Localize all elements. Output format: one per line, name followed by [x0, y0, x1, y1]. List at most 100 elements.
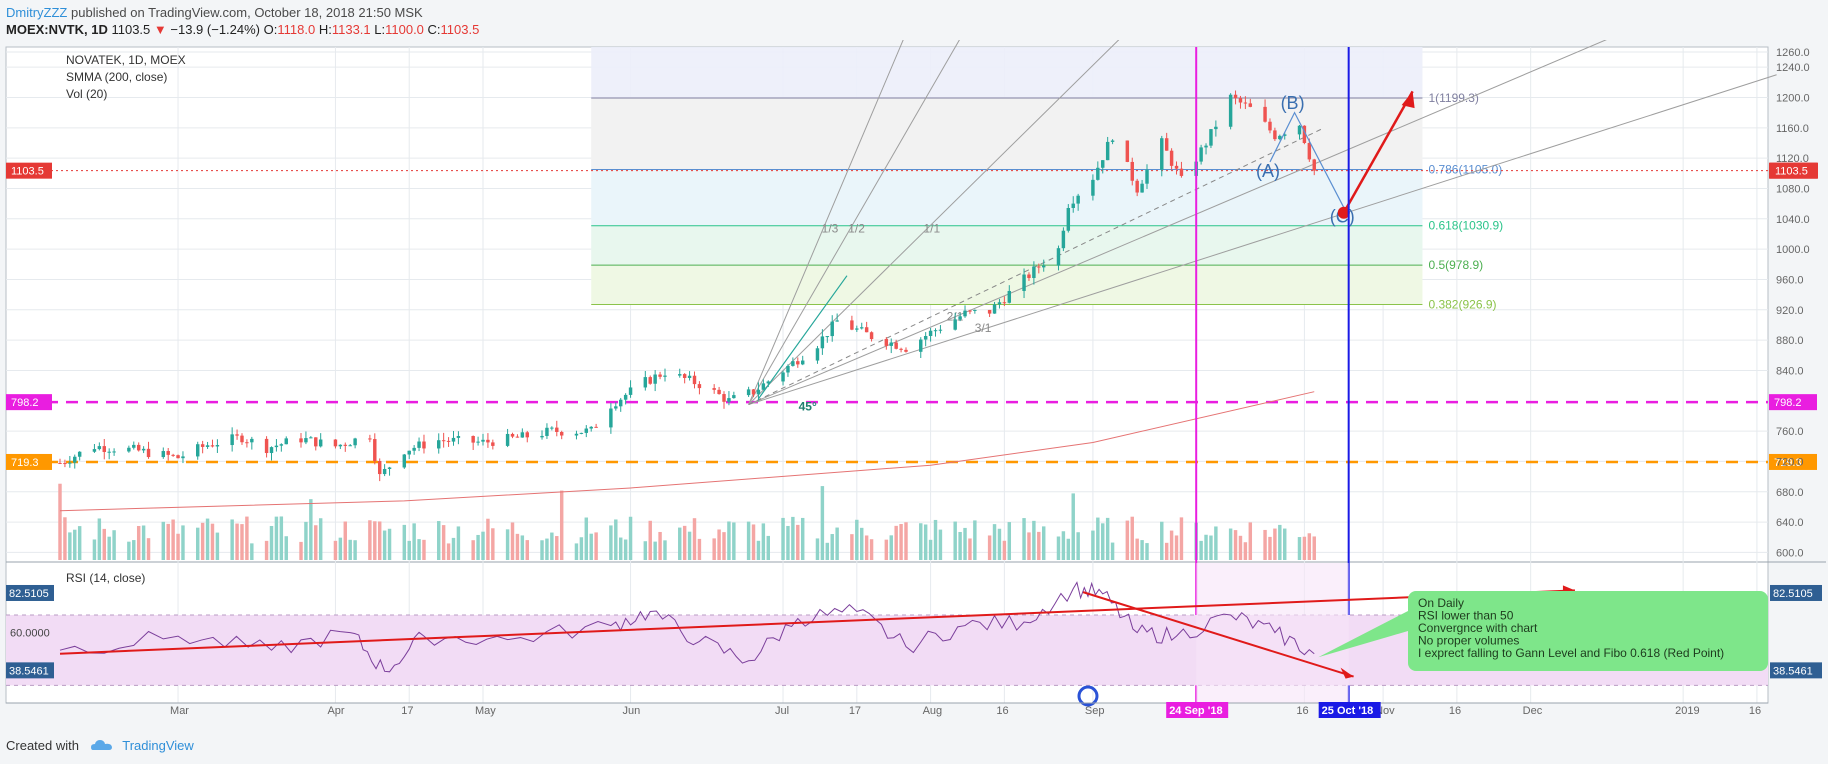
candle-body [269, 447, 274, 454]
volume-bar [1199, 540, 1203, 560]
volume-bar [353, 540, 357, 560]
price-chart[interactable]: 1(1199.3) 0.786(1105.0) 0.618(1030.9) 0.5(9… [0, 40, 1828, 740]
candle-body [314, 437, 318, 447]
volume-bar [884, 539, 889, 560]
candle-body [176, 455, 180, 459]
volume-bar [102, 528, 106, 560]
legend-smma: SMMA (200, close) [66, 70, 167, 84]
volume-bar [136, 525, 141, 560]
price-tick-label: 1160.0 [1776, 123, 1809, 135]
price-tick-label: 1080.0 [1776, 183, 1810, 195]
volume-bar [1071, 493, 1075, 560]
candle-body [215, 445, 220, 447]
legend-volume: Vol (20) [66, 87, 107, 101]
candle-body [387, 467, 392, 469]
candle-body [869, 332, 874, 340]
note-box [1408, 591, 1768, 671]
fib-zone-top [591, 47, 1423, 99]
price-tick-label: 1120.0 [1776, 153, 1809, 165]
candle-body [195, 444, 200, 457]
open-value: 1118.0 [277, 22, 316, 37]
volume-bar [830, 534, 834, 560]
price-tick-label: 960.0 [1776, 274, 1804, 286]
candle-body [1135, 180, 1139, 193]
candle-body [368, 438, 372, 440]
volume-bar [1238, 535, 1243, 560]
rsi-tag-left [6, 584, 54, 601]
candle-body [800, 360, 805, 365]
volume-bar [141, 525, 146, 560]
volume-bar [756, 540, 761, 560]
price-tick-label: 600.0 [1776, 547, 1804, 559]
level-tag-left-text: 1103.5 [11, 166, 44, 178]
candle-body [166, 451, 170, 455]
candle-body [1228, 94, 1233, 127]
candle-body [382, 468, 387, 475]
volume-bar [987, 535, 992, 560]
volume-bar [594, 532, 598, 560]
volume-bar [928, 539, 933, 560]
candle-body [1076, 195, 1080, 204]
candle-body [441, 440, 446, 442]
volume-bar [963, 527, 967, 560]
volume-bar [1101, 523, 1105, 560]
candle-body [722, 394, 726, 402]
volume-bar [318, 518, 323, 560]
price-tick-label: 640.0 [1776, 517, 1804, 529]
volume-bar [205, 518, 210, 560]
volume-bar [1297, 537, 1302, 560]
volume-bar [712, 538, 716, 560]
wave-path [1269, 111, 1345, 208]
gann-fan-label: 1/1 [923, 221, 940, 235]
volume-bar [850, 534, 854, 560]
volume-bar [545, 538, 549, 560]
volume-bar [628, 516, 633, 560]
candle-body [1243, 102, 1248, 104]
price-change: −13.9 (−1.24%) [170, 22, 261, 37]
volume-bar [451, 537, 456, 560]
candle-body [505, 433, 510, 446]
candle-body [353, 438, 357, 446]
price-tick-label: 1260.0 [1776, 47, 1810, 59]
candle-body [200, 444, 205, 447]
volume-bar [825, 542, 830, 560]
candle-body [850, 320, 854, 330]
rsi-divergence-line [1082, 591, 1354, 678]
note-pointer [1318, 611, 1408, 658]
volume-bar [387, 528, 392, 560]
candle-body [973, 309, 977, 311]
volume-bar [997, 528, 1002, 560]
candle-body [240, 435, 244, 443]
volume-bar [127, 541, 131, 560]
volume-bar [761, 523, 766, 560]
candle-body [727, 398, 731, 402]
candle-body [274, 445, 279, 448]
candle-body [574, 433, 579, 436]
candle-body [992, 304, 997, 314]
candle-body [732, 395, 736, 399]
candle-body [1283, 134, 1287, 136]
volume-bar [269, 525, 274, 560]
low-label: L: [374, 22, 386, 37]
volume-bar [343, 521, 348, 560]
volume-bar [274, 516, 279, 560]
level-tag-right [1769, 394, 1817, 411]
date-marker-tag [1166, 702, 1229, 718]
candle-body [146, 448, 151, 458]
open-label: O: [263, 22, 278, 37]
volume-bar [441, 525, 446, 560]
volume-bar [171, 519, 175, 560]
tradingview-link[interactable]: TradingView [122, 738, 194, 753]
gann-angle-label: 45° [799, 400, 817, 414]
rsi-tag-right-text: 38.5461 [1773, 665, 1813, 677]
author-link[interactable]: DmitryZZZ [6, 5, 68, 20]
current-price-tag [1770, 162, 1818, 179]
volume-bar [992, 524, 997, 560]
candle-body [1061, 230, 1066, 249]
volume-bar [377, 521, 382, 560]
candle-body [107, 451, 111, 453]
volume-bar [953, 521, 957, 560]
projection-arrowhead [1401, 91, 1415, 109]
volume-bar [1268, 536, 1272, 560]
fib-level-label: 0.618(1030.9) [1428, 219, 1503, 233]
